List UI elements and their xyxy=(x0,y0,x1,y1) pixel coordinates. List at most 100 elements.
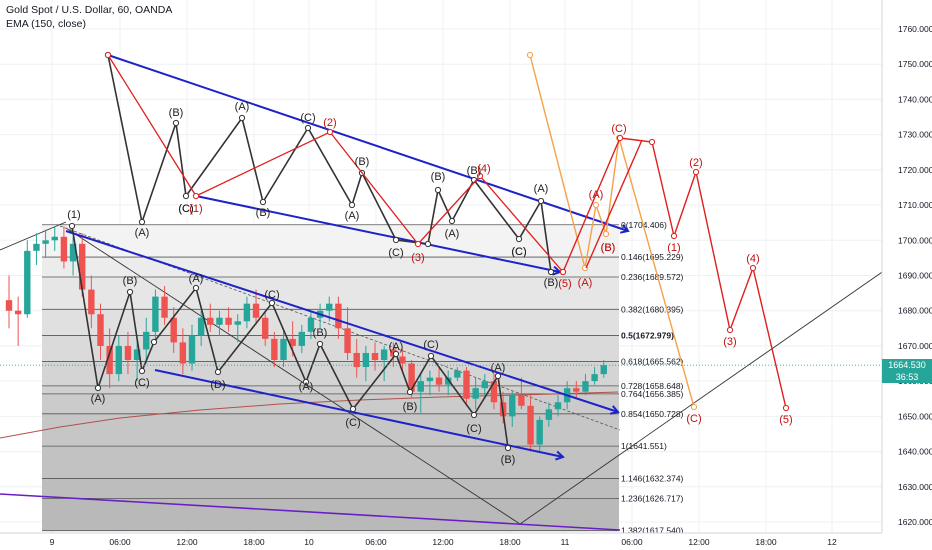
candle-body xyxy=(143,331,150,350)
wave-label: (4) xyxy=(746,253,759,265)
red-wave-upper xyxy=(104,51,567,276)
wave-label: (B) xyxy=(123,275,138,287)
candle-body xyxy=(536,419,543,445)
candle-body xyxy=(115,345,122,375)
price-tick-label: 1750.000 xyxy=(898,59,932,69)
candle xyxy=(536,416,543,452)
time-tick-label: 12 xyxy=(827,537,837,547)
time-tick-label: 10 xyxy=(304,537,314,547)
wave-label: (A) xyxy=(299,381,314,393)
candle-body xyxy=(289,338,296,346)
candle-body xyxy=(463,370,470,399)
indicator-label: EMA (150, close) xyxy=(6,18,86,30)
candle xyxy=(124,331,132,375)
candle xyxy=(380,345,388,382)
candle-body xyxy=(88,289,95,315)
wave-label: (A) xyxy=(578,277,593,289)
candle-body xyxy=(490,381,498,403)
wave-node xyxy=(515,235,523,243)
price-tick-label: 1710.000 xyxy=(898,200,932,210)
wave-label: (A) xyxy=(589,189,604,201)
wave-label: (B) xyxy=(544,277,559,289)
candle-body xyxy=(106,345,113,375)
fib-level-label: 0.382(1680.395) xyxy=(621,304,684,314)
wave-node xyxy=(214,368,222,376)
candles xyxy=(5,226,607,452)
candle xyxy=(24,240,31,318)
price-tick-label: 1640.000 xyxy=(898,447,932,457)
price-tick-label: 1620.000 xyxy=(898,517,932,527)
wave-label: (A) xyxy=(491,362,506,374)
wave-label: (B) xyxy=(601,242,616,254)
wave-label: (2) xyxy=(689,157,702,169)
wave-node xyxy=(427,352,435,360)
price-tick-label: 1670.000 xyxy=(898,341,932,351)
wave-label: (B) xyxy=(501,454,516,466)
candle xyxy=(454,367,461,382)
candle-body xyxy=(79,243,86,290)
symbol-title: Gold Spot / U.S. Dollar, 60, OANDA xyxy=(6,4,173,16)
fib-band xyxy=(42,257,619,278)
candle-body xyxy=(408,363,415,392)
candle-body xyxy=(527,405,534,445)
wave-label: (5) xyxy=(779,414,792,426)
wave-label: (A) xyxy=(534,183,549,195)
fib-level-label: 1.236(1626.717) xyxy=(621,493,684,503)
candle xyxy=(197,310,205,346)
wave-label: (A) xyxy=(91,393,106,405)
wave-node xyxy=(316,340,324,348)
wave-node xyxy=(726,326,734,334)
candle-body xyxy=(42,240,49,244)
candle xyxy=(472,377,479,410)
candle xyxy=(426,370,434,396)
candle-body xyxy=(353,352,360,368)
wave-label: (B) xyxy=(169,107,184,119)
candle xyxy=(591,367,598,385)
wave-node xyxy=(424,240,432,248)
price-tick-label: 1700.000 xyxy=(898,235,932,245)
trendline xyxy=(65,227,521,525)
candle xyxy=(335,296,342,339)
candle xyxy=(243,296,251,329)
channel-arrowhead xyxy=(619,224,630,234)
candle xyxy=(399,349,406,371)
candle xyxy=(152,289,159,339)
candle xyxy=(481,374,488,399)
candle xyxy=(362,345,370,382)
fib-level-label: 0.236(1689.572) xyxy=(621,272,684,282)
candle xyxy=(143,317,150,364)
wave-node xyxy=(559,268,567,276)
wave-node xyxy=(592,201,600,209)
wave-label: (A) xyxy=(345,210,360,222)
wave-node xyxy=(192,284,200,292)
candle xyxy=(573,381,580,399)
wave-node xyxy=(138,218,146,226)
fib-level-label: 0.618(1665.562) xyxy=(621,357,684,367)
candle-body xyxy=(69,243,77,262)
fib-level-label: 0.854(1650.728) xyxy=(621,409,684,419)
candle xyxy=(161,286,168,325)
candle-body xyxy=(262,317,269,339)
wave-label: (B) xyxy=(355,156,370,168)
wave-label: (C) xyxy=(466,423,481,435)
wave-label: (B) xyxy=(431,171,446,183)
wave-label: (A) xyxy=(135,227,150,239)
wave-node xyxy=(68,222,76,230)
candle-body xyxy=(161,296,168,318)
wave-node xyxy=(526,51,534,59)
fib-band xyxy=(42,385,619,394)
chart-header: Gold Spot / U.S. Dollar, 60, OANDA EMA (… xyxy=(6,3,172,31)
time-tick-label: 12:00 xyxy=(176,537,198,547)
candle xyxy=(527,395,534,452)
time-tick-label: 18:00 xyxy=(243,537,265,547)
wave-label: (A) xyxy=(235,101,250,113)
candle-body xyxy=(243,303,251,322)
candle xyxy=(97,303,104,361)
price-tick-label: 1720.000 xyxy=(898,165,932,175)
candle-body xyxy=(417,381,424,392)
wave-label: (C) xyxy=(388,247,403,259)
wave-node xyxy=(138,367,146,375)
fib-band xyxy=(42,498,619,531)
fib-level-label: 1(1641.551) xyxy=(621,441,667,451)
